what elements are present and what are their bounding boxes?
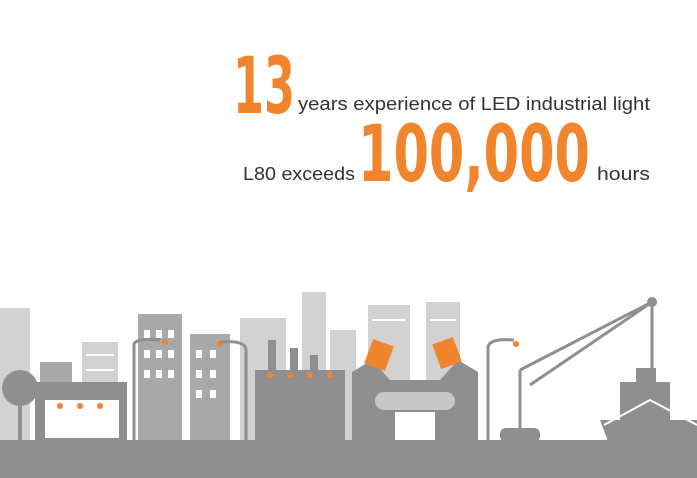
l80-prefix: L80 exceeds [243,164,355,184]
skyline [0,292,697,478]
years-text: years experience of LED industrial light [298,94,650,114]
hours-number: 100,000 [358,110,590,200]
hours-suffix: hours [597,164,650,184]
years-number: 13 [233,42,295,132]
